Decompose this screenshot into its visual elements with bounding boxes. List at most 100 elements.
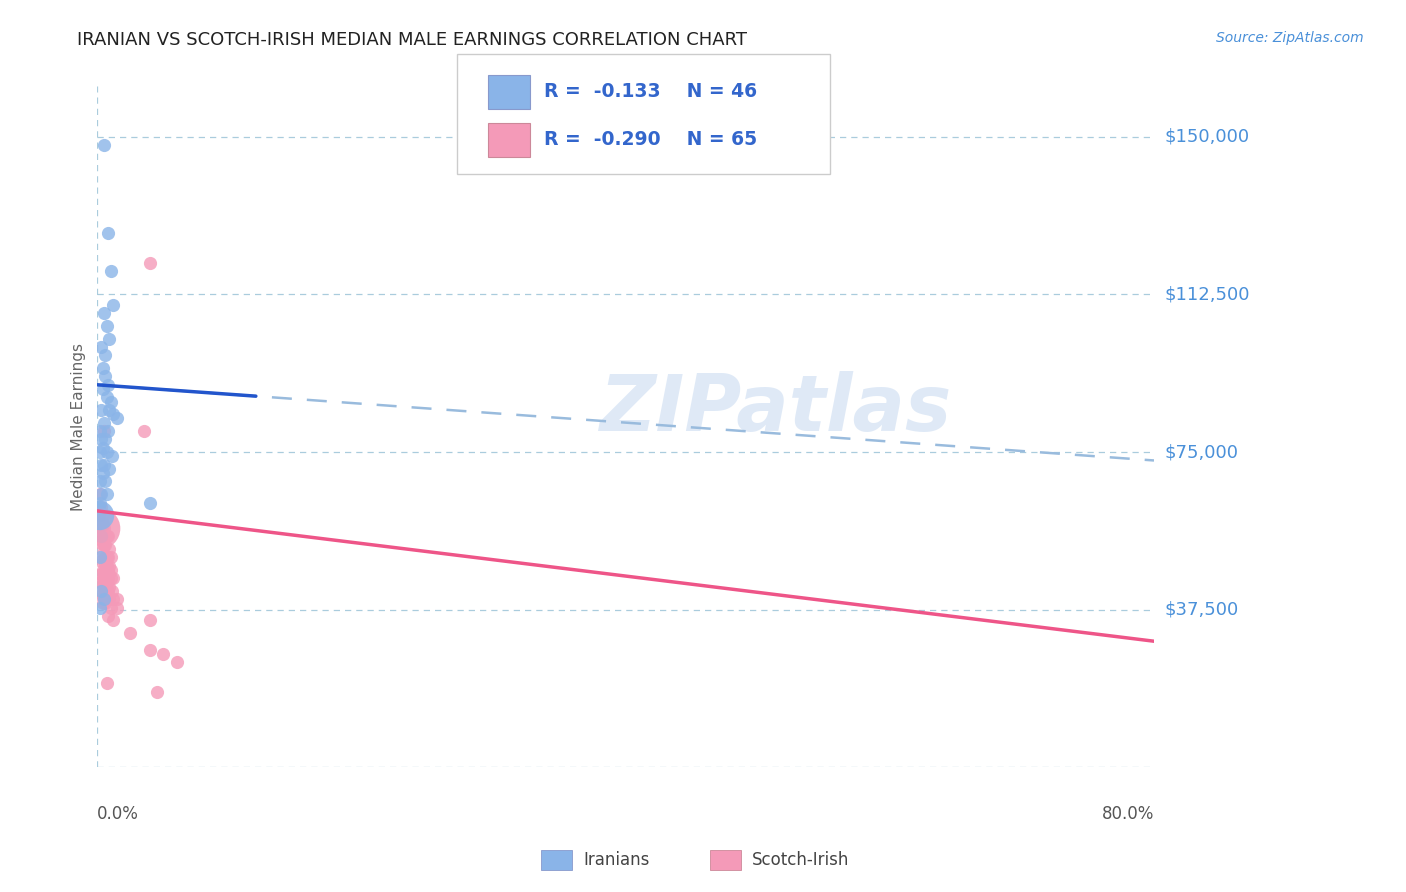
Point — [93, 554, 115, 568]
Point — [94, 529, 117, 543]
Point — [93, 566, 115, 581]
Point — [97, 550, 120, 565]
Point — [139, 642, 162, 657]
Point — [139, 495, 162, 509]
Point — [96, 487, 118, 501]
Point — [89, 495, 111, 509]
Point — [90, 500, 112, 514]
Point — [90, 529, 112, 543]
Point — [101, 583, 124, 598]
Point — [97, 424, 120, 438]
Point — [103, 407, 125, 421]
Point — [94, 369, 117, 384]
Point — [96, 318, 118, 333]
Point — [90, 516, 112, 531]
Point — [93, 306, 115, 320]
Point — [105, 411, 128, 425]
Point — [96, 391, 118, 405]
Point — [93, 138, 115, 153]
Point — [93, 416, 115, 430]
Point — [93, 521, 115, 535]
Point — [100, 550, 122, 565]
Point — [87, 508, 110, 522]
Point — [91, 571, 114, 585]
Point — [89, 445, 111, 459]
Point — [89, 424, 111, 438]
Point — [94, 571, 117, 585]
Point — [146, 684, 169, 698]
Point — [91, 466, 114, 480]
Point — [96, 676, 118, 690]
Point — [139, 256, 162, 270]
Point — [96, 529, 118, 543]
Point — [90, 458, 112, 472]
Point — [94, 348, 117, 362]
Point — [100, 563, 122, 577]
Text: R =  -0.133    N = 46: R = -0.133 N = 46 — [544, 82, 758, 101]
Point — [94, 596, 117, 610]
Point — [97, 529, 120, 543]
Point — [89, 475, 111, 489]
Point — [90, 554, 112, 568]
Point — [98, 403, 121, 417]
Point — [94, 433, 117, 447]
Point — [97, 563, 120, 577]
Point — [93, 424, 115, 438]
Text: 80.0%: 80.0% — [1102, 805, 1154, 823]
Text: Source: ZipAtlas.com: Source: ZipAtlas.com — [1216, 31, 1364, 45]
Point — [97, 227, 120, 241]
Text: Scotch-Irish: Scotch-Irish — [752, 851, 849, 869]
Point — [90, 533, 112, 548]
Point — [94, 537, 117, 551]
Point — [96, 550, 118, 565]
Point — [91, 563, 114, 577]
Point — [90, 487, 112, 501]
Point — [93, 458, 115, 472]
Point — [97, 609, 120, 624]
Point — [166, 655, 188, 669]
Point — [87, 500, 110, 514]
Point — [91, 516, 114, 531]
Point — [96, 588, 118, 602]
Point — [97, 571, 120, 585]
Point — [90, 583, 112, 598]
Point — [96, 566, 118, 581]
Point — [98, 592, 121, 607]
Point — [91, 546, 114, 560]
Text: $112,500: $112,500 — [1164, 285, 1250, 303]
Point — [98, 580, 121, 594]
Point — [100, 600, 122, 615]
Point — [100, 264, 122, 278]
Point — [103, 592, 125, 607]
Point — [90, 433, 112, 447]
Point — [94, 583, 117, 598]
Point — [91, 382, 114, 396]
Text: 0.0%: 0.0% — [97, 805, 139, 823]
Text: $150,000: $150,000 — [1164, 128, 1250, 145]
Point — [98, 541, 121, 556]
Point — [100, 394, 122, 409]
Point — [96, 558, 118, 573]
Point — [103, 613, 125, 627]
Point — [91, 524, 114, 539]
Point — [90, 566, 112, 581]
Point — [132, 424, 155, 438]
Text: Iranians: Iranians — [583, 851, 650, 869]
Point — [120, 625, 142, 640]
Point — [90, 340, 112, 354]
Point — [89, 487, 111, 501]
Point — [89, 550, 111, 565]
Point — [90, 588, 112, 602]
Point — [105, 600, 128, 615]
Point — [97, 377, 120, 392]
Point — [91, 361, 114, 376]
Point — [152, 647, 174, 661]
Point — [94, 475, 117, 489]
Point — [96, 575, 118, 590]
Point — [90, 575, 112, 590]
Point — [93, 588, 115, 602]
Text: IRANIAN VS SCOTCH-IRISH MEDIAN MALE EARNINGS CORRELATION CHART: IRANIAN VS SCOTCH-IRISH MEDIAN MALE EARN… — [77, 31, 748, 49]
Point — [94, 563, 117, 577]
Point — [101, 450, 124, 464]
Point — [98, 566, 121, 581]
